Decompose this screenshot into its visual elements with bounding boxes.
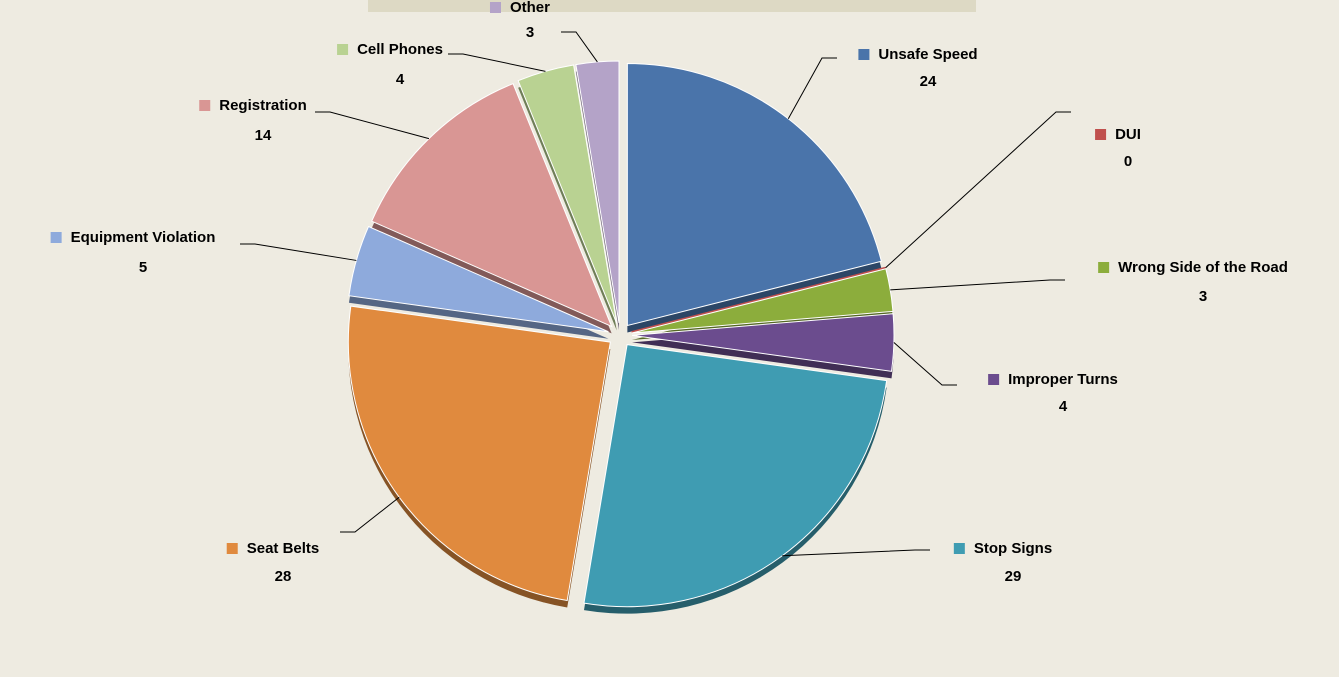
legend-marker: [199, 100, 211, 111]
legend-marker: [489, 2, 501, 13]
value-label: 3: [526, 24, 534, 41]
leader-line: [315, 111, 430, 140]
leader-line: [893, 342, 957, 386]
header-bar: [368, 0, 976, 12]
legend-marker: [337, 44, 349, 55]
legend-marker: [1098, 262, 1110, 273]
slice-label: Seat Belts: [247, 540, 320, 557]
value-label: 14: [255, 127, 272, 144]
slice-label: Cell Phones: [357, 41, 443, 58]
value-label: 3: [1199, 288, 1207, 305]
leader-line: [340, 496, 400, 533]
value-label: 4: [396, 71, 405, 88]
value-label: 5: [139, 259, 147, 276]
value-label: 28: [275, 568, 292, 585]
leader-line: [885, 111, 1071, 269]
leader-line: [787, 57, 837, 120]
legend-marker: [858, 49, 870, 60]
slice: [517, 64, 618, 324]
legend-marker: [50, 232, 62, 243]
slice: [371, 83, 613, 328]
legend-marker: [1095, 129, 1107, 140]
legend-marker: [988, 374, 1000, 385]
slice-label: Wrong Side of the Road: [1118, 259, 1288, 276]
leader-line: [561, 31, 598, 63]
slice-label: Stop Signs: [974, 540, 1052, 557]
slice-label: Unsafe Speed: [878, 46, 977, 63]
slice-label: Registration: [219, 97, 307, 114]
leader-line: [240, 243, 357, 261]
value-label: 4: [1059, 398, 1068, 415]
slice: [631, 313, 895, 372]
slice-label: Other: [510, 0, 550, 16]
legend-marker: [226, 543, 238, 554]
slice: [626, 63, 882, 327]
slice-label: Improper Turns: [1008, 371, 1118, 388]
slice-label: Equipment Violation: [71, 229, 216, 246]
leader-line: [782, 549, 930, 557]
legend-marker: [953, 543, 965, 554]
value-label: 24: [920, 73, 937, 90]
value-label: 0: [1124, 153, 1132, 170]
slice: [631, 268, 894, 334]
leader-line: [890, 279, 1065, 291]
leader-line: [448, 53, 546, 72]
slice-label: DUI: [1115, 126, 1141, 143]
value-label: 29: [1005, 568, 1022, 585]
